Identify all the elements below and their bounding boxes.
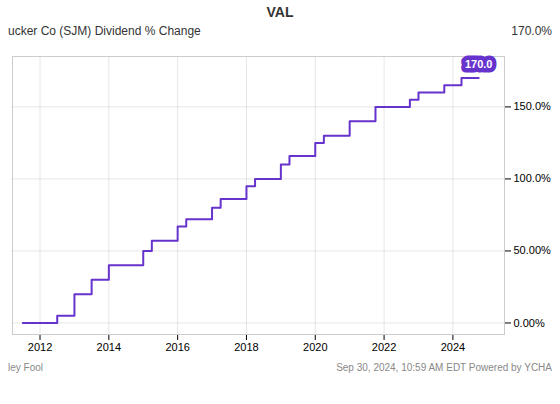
svg-text:2016: 2016 [165,341,189,353]
svg-text:100.0%: 100.0% [514,172,552,184]
svg-text:2012: 2012 [28,341,52,353]
html-text:170.0%: 170.0% [511,24,552,38]
svg-text:2022: 2022 [372,341,396,353]
html-text:ley Fool: ley Fool [8,362,43,373]
svg-text:2024: 2024 [441,341,465,353]
html-text:VAL: VAL [266,4,294,20]
svg-text:0.00%: 0.00% [514,316,545,328]
html-text:ucker Co (SJM) Dividend % Chan: ucker Co (SJM) Dividend % Change [8,24,201,38]
svg-text:150.0%: 150.0% [514,100,552,112]
svg-text:2020: 2020 [303,341,327,353]
svg-text:50.00%: 50.00% [514,244,552,256]
html-text:Sep 30, 2024, 10:59 AM EDT Pow: Sep 30, 2024, 10:59 AM EDT Powered by YC… [336,362,552,373]
svg-text:2018: 2018 [234,341,258,353]
svg-text:170.0: 170.0 [465,58,493,70]
svg-text:2014: 2014 [97,341,121,353]
